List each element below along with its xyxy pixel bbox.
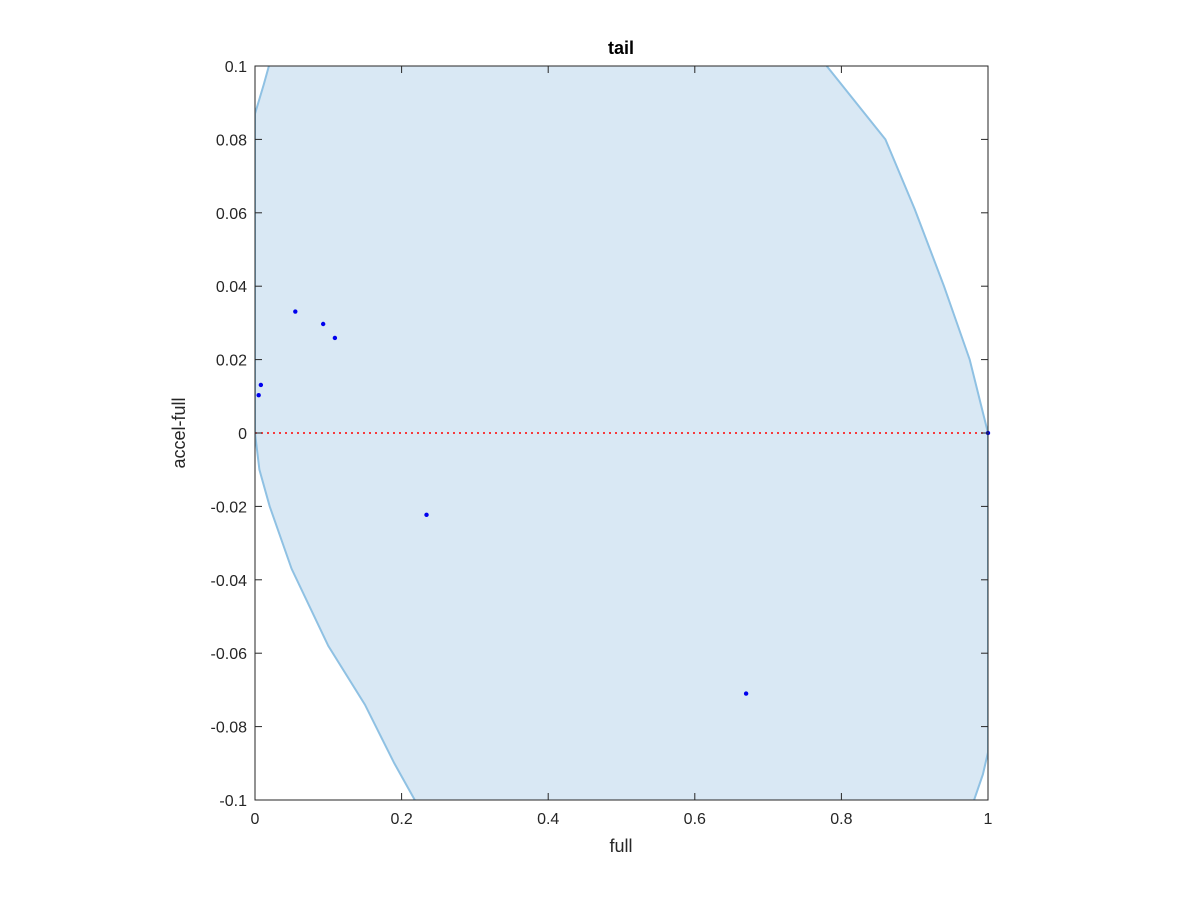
x-tick-label: 0.8 — [830, 811, 852, 828]
data-point — [258, 382, 264, 388]
data-point — [320, 321, 326, 327]
y-tick-label: 0.04 — [216, 279, 247, 296]
chart-title: tail — [608, 38, 634, 58]
data-point — [332, 335, 338, 341]
y-tick-label: -0.06 — [211, 646, 248, 663]
x-tick-label: 0.6 — [684, 811, 706, 828]
data-points — [256, 309, 991, 696]
data-point — [256, 392, 261, 398]
x-tick-label: 1 — [984, 811, 993, 828]
x-tick-label: 0 — [251, 811, 260, 828]
data-point — [293, 309, 298, 314]
y-axis-ticks: 0.1 0.08 0.06 0.04 0.02 0 -0.02 -0.04 -0.06 -0.08… — [211, 59, 988, 810]
y-tick-label: -0.1 — [219, 793, 247, 810]
y-tick-label: 0 — [238, 426, 247, 443]
y-tick-label: 0.06 — [216, 206, 247, 223]
y-tick-label: -0.08 — [211, 720, 248, 737]
x-tick-label: 0.4 — [537, 811, 559, 828]
x-axis-ticks: 0 0.2 0.4 0.6 0.8 1 — [251, 66, 993, 828]
plot-area — [255, 66, 991, 800]
y-tick-label: -0.02 — [211, 499, 248, 516]
x-tick-label: 0.2 — [390, 811, 412, 828]
region-left-boundary-line — [255, 66, 416, 800]
y-axis-label: accel-full — [169, 397, 189, 468]
data-point — [424, 512, 429, 518]
region-right-boundary-line — [825, 66, 988, 800]
y-tick-label: -0.04 — [211, 573, 248, 590]
y-tick-label: 0.08 — [216, 132, 247, 149]
x-axis-label: full — [609, 836, 632, 856]
data-point — [743, 691, 749, 696]
y-tick-label: 0.02 — [216, 353, 247, 370]
y-tick-label: 0.1 — [225, 59, 247, 76]
